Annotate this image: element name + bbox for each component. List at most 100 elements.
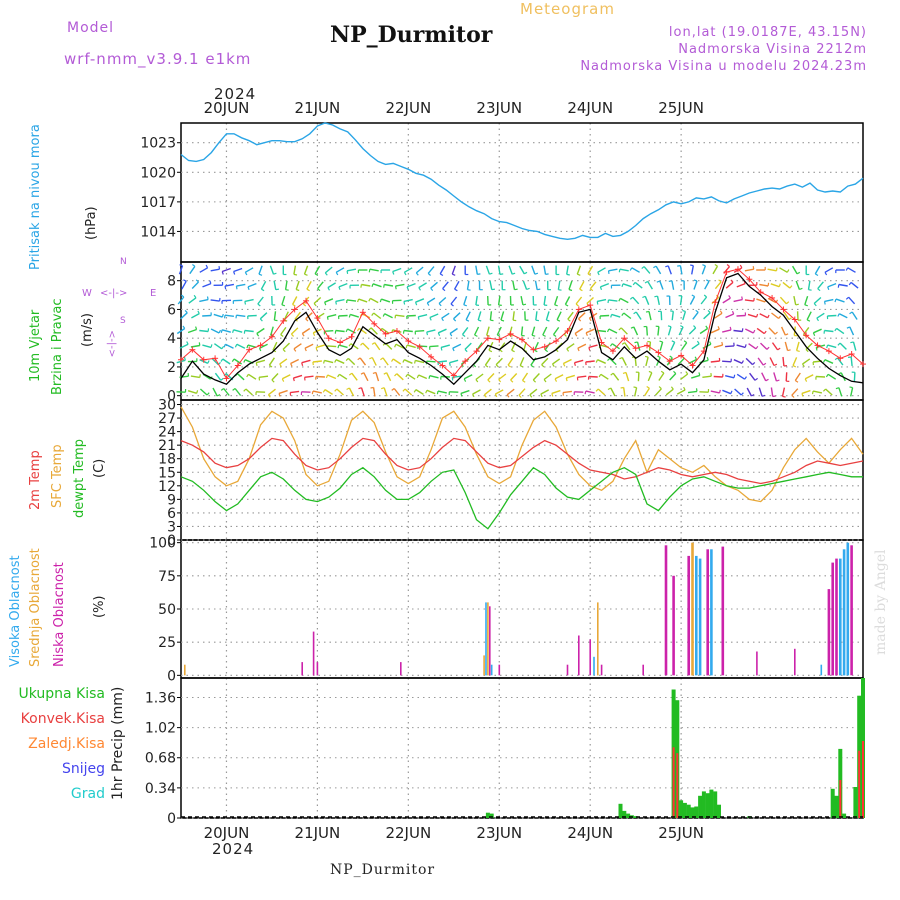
wind-barb [429,375,439,379]
wind-barb [767,268,777,272]
wind-barb [415,266,424,274]
wind-barb [576,265,582,275]
day-label-top: 24JUN [567,99,613,117]
wind-barb [312,360,322,363]
wind-barb [667,326,672,336]
wind-barb [779,296,787,305]
wind-barb-flag [814,273,819,277]
wind-barb [484,357,491,366]
wind-barb-flag [668,280,673,282]
wind-barb-flag [293,348,297,352]
wind-barb-flag [233,271,236,275]
wind-barb [210,299,220,302]
wind-barb [237,373,245,381]
temp-tick-label: 9 [167,492,176,508]
wind-barb [736,314,746,317]
wind-barb [202,373,211,380]
wind-barb-flag [648,370,653,374]
cloud-bar-low [794,648,796,676]
wind-barb [585,360,595,363]
wind-barb [272,341,278,351]
wind-barb-flag [216,393,221,397]
wind-barb [645,356,649,367]
wind-barb [496,326,502,336]
wind-barb-flag [302,303,307,307]
temp-tick-label: 0 [167,533,176,549]
cloud-tick-label: 0 [167,668,176,684]
wind-barb [688,327,697,335]
cloud-bar-high [593,656,595,676]
wind-barb-flag [487,379,491,383]
cloud-bar-low [316,662,319,676]
wind-barb-flag [415,272,419,276]
wind-barb [335,329,345,333]
wind-barb [667,265,672,275]
wind-barb [336,388,344,396]
wind-barb [375,372,380,382]
wind-barb-flag [813,303,817,307]
wind-barb-flag [220,377,224,381]
wind-barb [665,388,674,396]
cloud-bar-high [842,549,846,676]
wind-barb [374,342,381,351]
wind-barb [269,265,275,275]
wind-barb [759,283,769,287]
wind-barb-flag [685,371,689,375]
wind-barb [487,373,495,381]
wind-barb [281,374,291,380]
wind-barb [315,375,325,378]
wind-barb-flag [578,318,582,322]
wind-barb-flag [394,285,397,290]
wind-barb [178,265,184,275]
wind-barb-flag [510,379,514,383]
wind-barb [624,342,631,351]
wind-barb-flag [368,269,371,273]
wind-barb [722,297,731,304]
wind-barb-flag [452,273,456,276]
wind-barb [813,328,822,334]
wind-barb-flag [311,390,314,395]
wind-barb [654,388,662,396]
wind-barb-flag [430,287,434,291]
wind-barb-flag [767,314,770,319]
wind-barb [554,374,564,380]
wind-barb [784,341,789,351]
wind-barb-flag [565,303,569,307]
wind-barb [804,374,814,380]
wind-barb [452,343,462,349]
wind-barb [792,357,798,366]
wind-tick-label: 4 [167,331,176,347]
wind-barb-flag [370,386,374,389]
wind-barb-flag [464,348,468,353]
wind-barb [385,372,392,382]
wind-barb [744,299,754,302]
wind-barb [713,375,723,378]
wind-barb [813,296,822,305]
wind-barb-flag [824,271,828,276]
wind-barb-flag [465,319,470,322]
wind-barb [710,328,720,334]
wind-barb [497,265,501,275]
wind-barb [529,388,538,396]
wind-barb-flag [312,332,316,336]
wind-barb-flag [301,333,305,337]
wind-barb [644,296,650,305]
wind-barb-flag [220,358,224,362]
wind-barb [187,390,197,394]
wind-barb [508,265,513,275]
wind-barb-flag [741,296,743,300]
wind-barb [648,311,652,321]
wind-barb-flag [383,284,385,288]
wind-barb-flag [540,393,543,398]
wind-barb-flag [290,363,293,367]
wind-barb [701,265,707,275]
wind-barb-flag [371,312,375,316]
wind-barb-flag [739,264,743,269]
wind-barb [714,312,723,319]
wind-barb-flag [523,271,528,275]
wind-barb [426,329,436,333]
temp-tick-label: 6 [167,506,176,522]
compass-w: W [82,288,92,299]
wind-barb-flag [629,296,634,300]
wind-barb [236,343,246,349]
